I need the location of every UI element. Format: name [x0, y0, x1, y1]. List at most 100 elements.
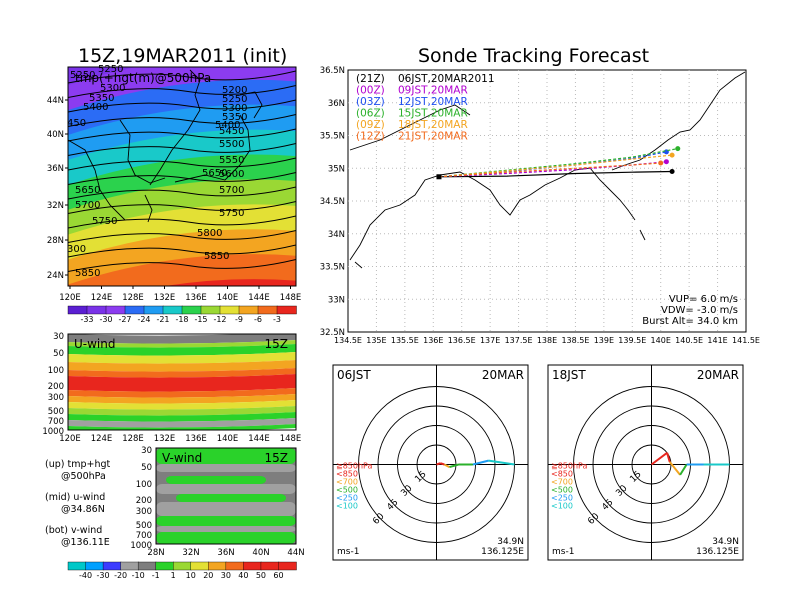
upper-map-contour-label: 5350 [89, 93, 114, 104]
tracking-run-time: 18JST,20MAR [398, 119, 468, 131]
tracking-series-end-point [658, 160, 664, 166]
legend-bot-line1: (bot) v-wind [45, 525, 103, 536]
upper-map-contour-label: 5300 [222, 103, 247, 114]
v-wind-x-tick: 40N [252, 548, 269, 558]
upper-map-contour [68, 244, 296, 258]
v-wind-y-tick: 50 [141, 463, 152, 473]
upper-map-contour-label: 5400 [215, 120, 240, 131]
u-wind-shade-band [68, 406, 296, 416]
hodo-right-lon: 136.125E [696, 547, 739, 557]
hodo-left-date: 20MAR [482, 368, 524, 382]
v-wind-colorbar-box [155, 561, 174, 571]
v-wind-shade-blob [156, 464, 296, 472]
tracking-launch-point [436, 174, 442, 180]
v-wind-shade-blob [156, 532, 296, 544]
upper-map-contour-label: 5250 [222, 94, 247, 105]
u-wind-shade-band [68, 340, 296, 348]
v-wind-colorbar-label: 60 [273, 571, 283, 580]
hodo-right-layer-label: <700 [551, 478, 573, 487]
u-wind-shade-band [68, 388, 296, 398]
v-wind-colorbar-box [120, 561, 139, 571]
hodo-right-lat: 34.9N [712, 537, 739, 547]
hodo-right-layer-label: ≧850hPa [551, 462, 588, 471]
upper-map-contour [68, 186, 296, 200]
tracking-vup: VUP= 6.0 m/s [669, 294, 738, 305]
u-wind-y-tick: 700 [48, 417, 64, 427]
v-wind-panel [155, 447, 297, 545]
tracking-lat-tick: 35.5N [320, 132, 345, 142]
v-wind-colorbar-box [278, 561, 297, 571]
upper-map-colorbar-box [86, 305, 107, 315]
hodo-right-layer-label: <250 [551, 494, 573, 503]
u-wind-time: 15Z [265, 337, 289, 351]
v-wind-x-tick: 28N [147, 548, 164, 558]
upper-map-lat-tick: 44N [47, 96, 64, 106]
upper-map-contour [68, 70, 296, 84]
hodo-left-lat: 34.9N [497, 537, 524, 547]
upper-map-lon-tick: 144E [248, 293, 270, 303]
upper-map-plot [63, 5, 301, 287]
tracking-map [347, 69, 747, 333]
upper-map-contour-label: 5300 [100, 83, 125, 94]
upper-map-colorbar-box [276, 305, 297, 315]
hodo-right-date: 20MAR [697, 368, 739, 382]
upper-map-lon-tick: 128E [122, 293, 144, 303]
u-wind-x-tick: 132E [154, 434, 176, 444]
upper-map-contour-label: 5650 [75, 185, 100, 196]
upper-map-contour [68, 99, 296, 113]
tracking-lon-tick: 140E [651, 336, 671, 345]
upper-map-lon-tick: 136E [185, 293, 207, 303]
v-wind-colorbar-label: 20 [203, 571, 213, 580]
tracking-map-frame [347, 69, 747, 333]
tracking-burst: Burst Alt= 34.0 km [642, 316, 738, 327]
v-wind-colorbar-label: -10 [132, 571, 145, 580]
tracking-lat-tick: 33.5N [320, 263, 345, 273]
hodo-left-trace-segment [488, 459, 515, 466]
hodo-right-trace-segment [650, 451, 668, 466]
upper-map-lon-tick: 148E [280, 293, 302, 303]
v-wind-x-tick: 32N [182, 548, 199, 558]
v-wind-colorbar-box [85, 561, 104, 571]
upper-map-contour-label: 450 [67, 118, 86, 129]
upper-map-contour [68, 85, 296, 98]
upper-map-shade-band [68, 154, 296, 211]
tracking-run-time: 21JST,20MAR [398, 131, 468, 143]
upper-map-colorbar-box [67, 305, 88, 315]
tracking-series-end-point [669, 169, 675, 175]
upper-map-colorbar-label: -33 [80, 315, 93, 324]
tracking-lat-tick: 35N [328, 164, 345, 174]
upper-map-colorbar-label: -12 [213, 315, 226, 324]
legend-mid: (mid) u-wind @34.86N [45, 492, 105, 516]
v-wind-colorbar-box [173, 561, 192, 571]
upper-map-lat-tick: 28N [47, 236, 64, 246]
tracking-run-code: (03Z) [356, 96, 385, 108]
upper-map-lat-tick: 24N [47, 271, 64, 281]
upper-map-coastline [239, 91, 263, 119]
hodo-right-units: ms-1 [552, 547, 574, 557]
v-wind-y-tick: 500 [136, 521, 152, 531]
hodo-left-lon: 136.125E [481, 547, 524, 557]
u-wind-y-tick: 30 [53, 332, 64, 342]
tracking-series-end-point [675, 146, 681, 152]
hodo-left-trace-segment [472, 459, 489, 466]
v-wind-shade-blob [176, 494, 286, 502]
hodo-right-panel [547, 364, 744, 561]
u-wind-x-tick: 148E [280, 434, 302, 444]
v-wind-x-tick: 44N [287, 548, 304, 558]
tracking-series-line [438, 154, 673, 178]
v-wind-colorbar-label: -1 [152, 571, 160, 580]
upper-map-lat-tick: 40N [47, 130, 64, 140]
tracking-lat-tick: 34.5N [320, 197, 345, 207]
upper-map-contour-label: 5450 [219, 126, 244, 137]
upper-map-title: 15Z,19MAR2011 (init) [78, 45, 288, 67]
upper-map-contour [68, 201, 296, 214]
v-wind-colorbar-box [225, 561, 245, 571]
upper-map-contour [68, 230, 296, 243]
tracking-lon-tick: 140.5E [675, 336, 703, 345]
tracking-run-code: (12Z) [356, 131, 385, 143]
upper-map-shade-band [68, 129, 296, 186]
hodo-left-time: 06JST [337, 368, 371, 382]
tracking-run-code: (21Z) [356, 73, 385, 85]
upper-map-shade-band [63, 5, 301, 63]
